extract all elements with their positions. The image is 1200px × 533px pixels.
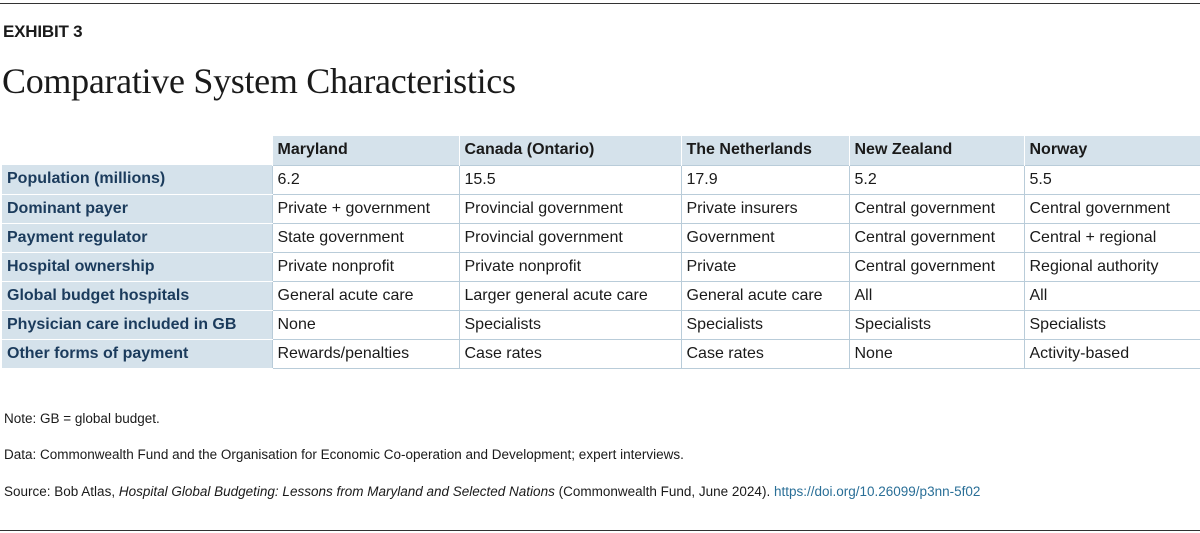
table-cell: Provincial government xyxy=(458,194,681,224)
column-header-norway: Norway xyxy=(1023,136,1200,165)
row-header-global-budget-hospitals: Global budget hospitals xyxy=(2,281,272,311)
table-row: Hospital ownership Private nonprofit Pri… xyxy=(2,252,1200,282)
footnote-data: Data: Commonwealth Fund and the Organisa… xyxy=(4,447,684,462)
row-header-payment-regulator: Payment regulator xyxy=(2,223,272,253)
column-header-maryland: Maryland xyxy=(271,136,459,165)
table-cell: All xyxy=(848,281,1024,311)
table-cell: None xyxy=(271,310,459,340)
source-title: Hospital Global Budgeting: Lessons from … xyxy=(118,484,555,499)
source-suffix: (Commonwealth Fund, June 2024). xyxy=(554,484,774,499)
table-cell: Rewards/penalties xyxy=(271,339,459,369)
table-cell: Private xyxy=(680,252,849,282)
table-cell: Central + regional xyxy=(1023,223,1200,253)
table-cell: Private insurers xyxy=(680,194,849,224)
table-cell: None xyxy=(848,339,1024,369)
page-title: Comparative System Characteristics xyxy=(2,61,516,101)
exhibit-label: EXHIBIT 3 xyxy=(3,22,83,41)
table-cell: Central government xyxy=(848,223,1024,253)
source-prefix: Source: Bob Atlas, xyxy=(4,484,119,499)
table-cell: 5.2 xyxy=(848,164,1024,195)
table-cell: 5.5 xyxy=(1023,164,1200,195)
table-corner-cell xyxy=(2,136,272,165)
table-cell: Specialists xyxy=(848,310,1024,340)
table-row: Other forms of payment Rewards/penalties… xyxy=(2,339,1200,369)
table-cell: Private nonprofit xyxy=(458,252,681,282)
table-row: Global budget hospitals General acute ca… xyxy=(2,281,1200,311)
table-cell: Private nonprofit xyxy=(271,252,459,282)
table-row: Population (millions) 6.2 15.5 17.9 5.2 … xyxy=(2,164,1200,195)
column-header-canada: Canada (Ontario) xyxy=(458,136,681,165)
table-cell: Case rates xyxy=(458,339,681,369)
table-row: Physician care included in GB None Speci… xyxy=(2,310,1200,340)
table-cell: State government xyxy=(271,223,459,253)
top-rule xyxy=(0,3,1200,4)
table-cell: Case rates xyxy=(680,339,849,369)
table-row: Payment regulator State government Provi… xyxy=(2,223,1200,253)
table-cell: Provincial government xyxy=(458,223,681,253)
table-cell: Central government xyxy=(848,252,1024,282)
footnote-note: Note: GB = global budget. xyxy=(4,411,160,426)
table-cell: Activity-based xyxy=(1023,339,1200,369)
table-cell: 15.5 xyxy=(458,164,681,195)
table-cell: General acute care xyxy=(680,281,849,311)
row-header-physician-care: Physician care included in GB xyxy=(2,310,272,340)
row-header-population: Population (millions) xyxy=(2,165,272,195)
table-cell: Specialists xyxy=(680,310,849,340)
footnote-source: Source: Bob Atlas, Hospital Global Budge… xyxy=(4,484,980,499)
table-cell: Central government xyxy=(1023,194,1200,224)
table-cell: Specialists xyxy=(1023,310,1200,340)
table-cell: Central government xyxy=(848,194,1024,224)
table-row: Dominant payer Private + government Prov… xyxy=(2,194,1200,224)
column-header-new-zealand: New Zealand xyxy=(848,136,1024,165)
row-header-other-payment: Other forms of payment xyxy=(2,339,272,369)
table-cell: General acute care xyxy=(271,281,459,311)
table-cell: 17.9 xyxy=(680,164,849,195)
table-cell: Regional authority xyxy=(1023,252,1200,282)
bottom-rule xyxy=(0,530,1200,531)
table-cell: 6.2 xyxy=(271,164,459,195)
comparison-table: Maryland Canada (Ontario) The Netherland… xyxy=(2,136,1200,369)
row-header-hospital-ownership: Hospital ownership xyxy=(2,252,272,282)
table-cell: Specialists xyxy=(458,310,681,340)
table-cell: All xyxy=(1023,281,1200,311)
row-header-dominant-payer: Dominant payer xyxy=(2,194,272,224)
table-cell: Private + government xyxy=(271,194,459,224)
table-cell: Government xyxy=(680,223,849,253)
table-cell: Larger general acute care xyxy=(458,281,681,311)
source-doi-link[interactable]: https://doi.org/10.26099/p3nn-5f02 xyxy=(773,484,981,499)
table-header-row: Maryland Canada (Ontario) The Netherland… xyxy=(2,136,1200,165)
column-header-netherlands: The Netherlands xyxy=(680,136,849,165)
